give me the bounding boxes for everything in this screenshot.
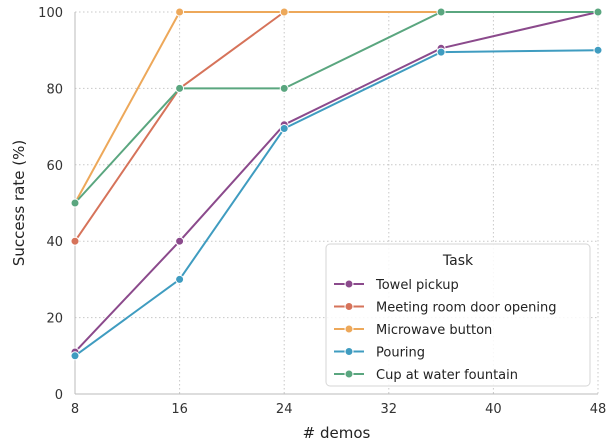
series-3 (70, 45, 603, 361)
y-axis-title: Success rate (%) (10, 140, 28, 266)
tick-labels: 8 16 24 32 40 48 0 20 40 60 80 100 (38, 6, 606, 417)
data-point (70, 236, 80, 246)
data-point (436, 47, 446, 57)
legend-box (325, 243, 591, 387)
series-2 (70, 7, 603, 208)
y-tick-label: 0 (55, 388, 63, 403)
legend-label: Microwave button (376, 323, 492, 338)
data-point (436, 7, 446, 17)
x-axis-title: # demos (303, 424, 371, 442)
x-tick-label: 16 (171, 402, 188, 417)
data-point (279, 124, 289, 134)
x-tick-label: 48 (590, 402, 607, 417)
y-tick-label: 100 (38, 6, 63, 21)
data-point (70, 351, 80, 361)
series-line (74, 11, 598, 204)
legend-label: Meeting room door opening (376, 301, 557, 316)
legend-item: Cup at water fountain (334, 368, 518, 383)
data-point (175, 7, 185, 17)
legend-swatch-marker (344, 347, 354, 356)
series-4 (70, 7, 603, 208)
series-1 (70, 7, 603, 246)
legend-label: Pouring (376, 346, 425, 361)
data-point (279, 83, 289, 93)
x-tick-label: 40 (485, 402, 502, 417)
legend-swatch-marker (344, 324, 354, 334)
legend-label: Cup at water fountain (376, 368, 518, 383)
legend: Task Towel pickup Meeting room door openi… (325, 243, 591, 387)
data-point (70, 198, 80, 208)
legend-swatch-marker (344, 279, 354, 289)
data-point (175, 236, 185, 246)
legend-swatch-marker (344, 369, 354, 379)
legend-item: Meeting room door opening (334, 301, 557, 316)
data-point (175, 274, 185, 284)
legend-item: Towel pickup (334, 278, 459, 293)
series-line (74, 11, 598, 204)
data-point (593, 45, 603, 55)
y-tick-label: 20 (46, 312, 63, 327)
x-tick-label: 24 (276, 402, 293, 417)
legend-label: Towel pickup (375, 278, 459, 293)
y-tick-label: 40 (46, 235, 63, 250)
data-point (175, 83, 185, 93)
x-tick-label: 32 (381, 402, 398, 417)
legend-title: Task (442, 253, 474, 269)
legend-item: Pouring (334, 346, 425, 361)
x-tick-label: 8 (71, 402, 79, 417)
data-point (279, 7, 289, 17)
legend-item: Microwave button (334, 323, 492, 338)
series-layer (70, 7, 603, 361)
legend-swatch-marker (344, 302, 354, 311)
series-line (74, 11, 598, 242)
y-tick-label: 80 (46, 82, 63, 97)
y-tick-label: 60 (46, 159, 63, 174)
data-point (593, 7, 603, 17)
